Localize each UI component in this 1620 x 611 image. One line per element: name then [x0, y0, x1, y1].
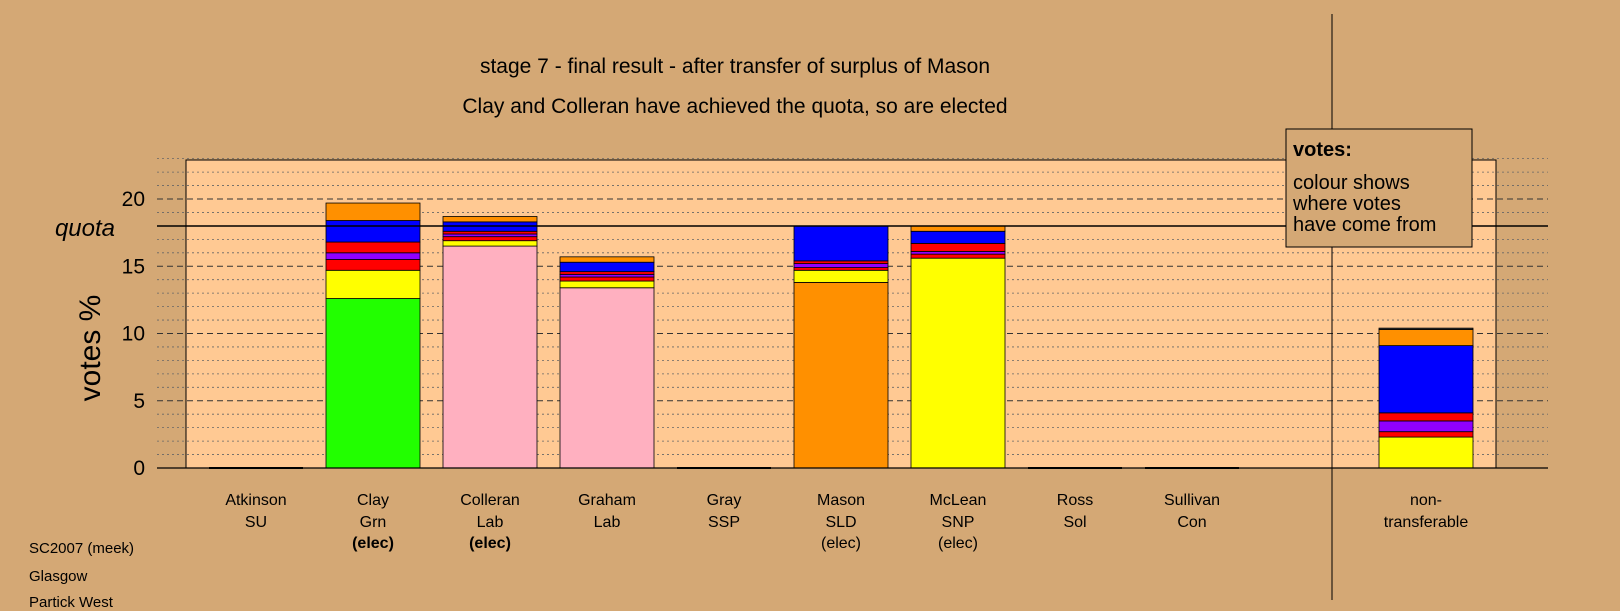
x-tick-label: Mason [817, 492, 865, 509]
x-tick-label: (elec) [938, 535, 978, 552]
quota-label: quota [55, 215, 115, 242]
bar-segment [1378, 412, 1474, 422]
bar-segment [1378, 431, 1474, 438]
bar-segment [793, 281, 889, 469]
x-tick-label: Ross [1057, 492, 1093, 509]
bar-segment [559, 280, 655, 289]
corner-council: Glasgow [29, 568, 88, 585]
bar-segment [910, 225, 1006, 232]
x-tick-label: Grn [360, 514, 387, 531]
bar-segment [559, 276, 655, 282]
x-tick-label: Atkinson [225, 492, 286, 509]
legend-box: votes: colour shows where votes have com… [1285, 128, 1473, 248]
y-axis-tick-labels: 0 5 10 15 20 [122, 188, 145, 480]
y-tick-label: 10 [122, 323, 145, 346]
x-tick-label: Sullivan [1164, 492, 1220, 509]
chart-subtitle: Clay and Colleran have achieved the quot… [462, 95, 1007, 118]
bar-segment [325, 269, 421, 299]
x-tick-label: Graham [578, 492, 636, 509]
x-tick-label: Clay [357, 492, 389, 509]
y-tick-label: 20 [122, 188, 145, 211]
x-tick-label: SU [245, 514, 267, 531]
bar-segment [559, 273, 655, 278]
bar-segment [442, 230, 538, 235]
x-tick-label: McLean [930, 492, 987, 509]
x-tick-label: SNP [942, 514, 975, 531]
x-tick-label: Colleran [460, 492, 520, 509]
bar-segment [1378, 327, 1474, 330]
bar-segment [442, 233, 538, 238]
bar-segment [325, 252, 421, 260]
x-tick-label: SSP [708, 514, 740, 531]
bar-segment [325, 298, 421, 469]
bar-segment [793, 267, 889, 271]
x-tick-label: Sol [1063, 514, 1086, 531]
x-axis-labels: Atkinson SU Clay Grn (elec) Colleran Lab (elec)… [225, 492, 1468, 552]
x-tick-label: (elec) [352, 535, 394, 552]
y-tick-label: 15 [122, 255, 145, 278]
legend-line: colour shows [1293, 172, 1410, 194]
bars [209, 202, 1474, 469]
bar-segment [559, 256, 655, 263]
y-axis-label: votes % [74, 295, 107, 402]
bar-segment [793, 269, 889, 283]
chart-title: stage 7 - final result - after transfer … [480, 55, 990, 78]
bar-segment [442, 240, 538, 247]
corner-election: SC2007 (meek) [29, 540, 135, 557]
corner-ward: Partick West [29, 594, 113, 611]
legend-line: have come from [1293, 214, 1436, 236]
bar-segment [559, 287, 655, 469]
y-tick-label: 5 [133, 390, 145, 413]
bar-segment [1378, 436, 1474, 469]
y-tick-label: 0 [133, 457, 145, 480]
bar-segment [442, 216, 538, 223]
x-tick-label: non- [1410, 492, 1442, 509]
bar-segment [442, 245, 538, 469]
legend-title: votes: [1293, 139, 1352, 161]
x-tick-label: Lab [594, 514, 621, 531]
x-tick-label: Lab [477, 514, 504, 531]
bar-segment [559, 261, 655, 273]
bar-segment [910, 251, 1006, 255]
bar-segment [793, 260, 889, 264]
legend-line: where votes [1292, 193, 1401, 215]
bar-segment [559, 271, 655, 275]
bar-segment [325, 241, 421, 254]
bar-segment [793, 263, 889, 268]
bar-segment [793, 225, 889, 262]
bar-segment [325, 220, 421, 243]
x-tick-label: (elec) [469, 535, 511, 552]
legend-frame [1285, 128, 1473, 248]
x-tick-label: transferable [1384, 514, 1469, 531]
bar-segment [325, 259, 421, 271]
bar-segment [910, 242, 1006, 252]
bar-segment [910, 253, 1006, 259]
bar-segment [910, 230, 1006, 244]
bar-segment [325, 202, 421, 221]
x-tick-label: SLD [825, 514, 856, 531]
bar-segment [1378, 345, 1474, 414]
bar-segment [442, 236, 538, 242]
x-tick-label: Gray [707, 492, 742, 509]
bar-segment [1378, 329, 1474, 347]
x-tick-label: (elec) [821, 535, 861, 552]
x-tick-label: Con [1177, 514, 1206, 531]
bar-segment [910, 257, 1006, 469]
bar-segment [1378, 420, 1474, 433]
